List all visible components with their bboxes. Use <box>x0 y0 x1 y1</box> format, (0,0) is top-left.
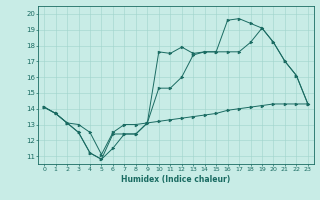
X-axis label: Humidex (Indice chaleur): Humidex (Indice chaleur) <box>121 175 231 184</box>
